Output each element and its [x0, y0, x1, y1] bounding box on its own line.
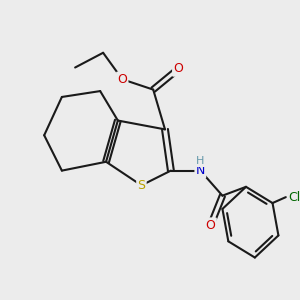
Text: S: S [137, 179, 146, 192]
Text: H: H [196, 156, 205, 166]
Text: Cl: Cl [289, 190, 300, 204]
Text: O: O [117, 73, 127, 86]
Text: N: N [196, 164, 205, 177]
Text: O: O [173, 62, 183, 76]
Text: O: O [206, 219, 216, 232]
